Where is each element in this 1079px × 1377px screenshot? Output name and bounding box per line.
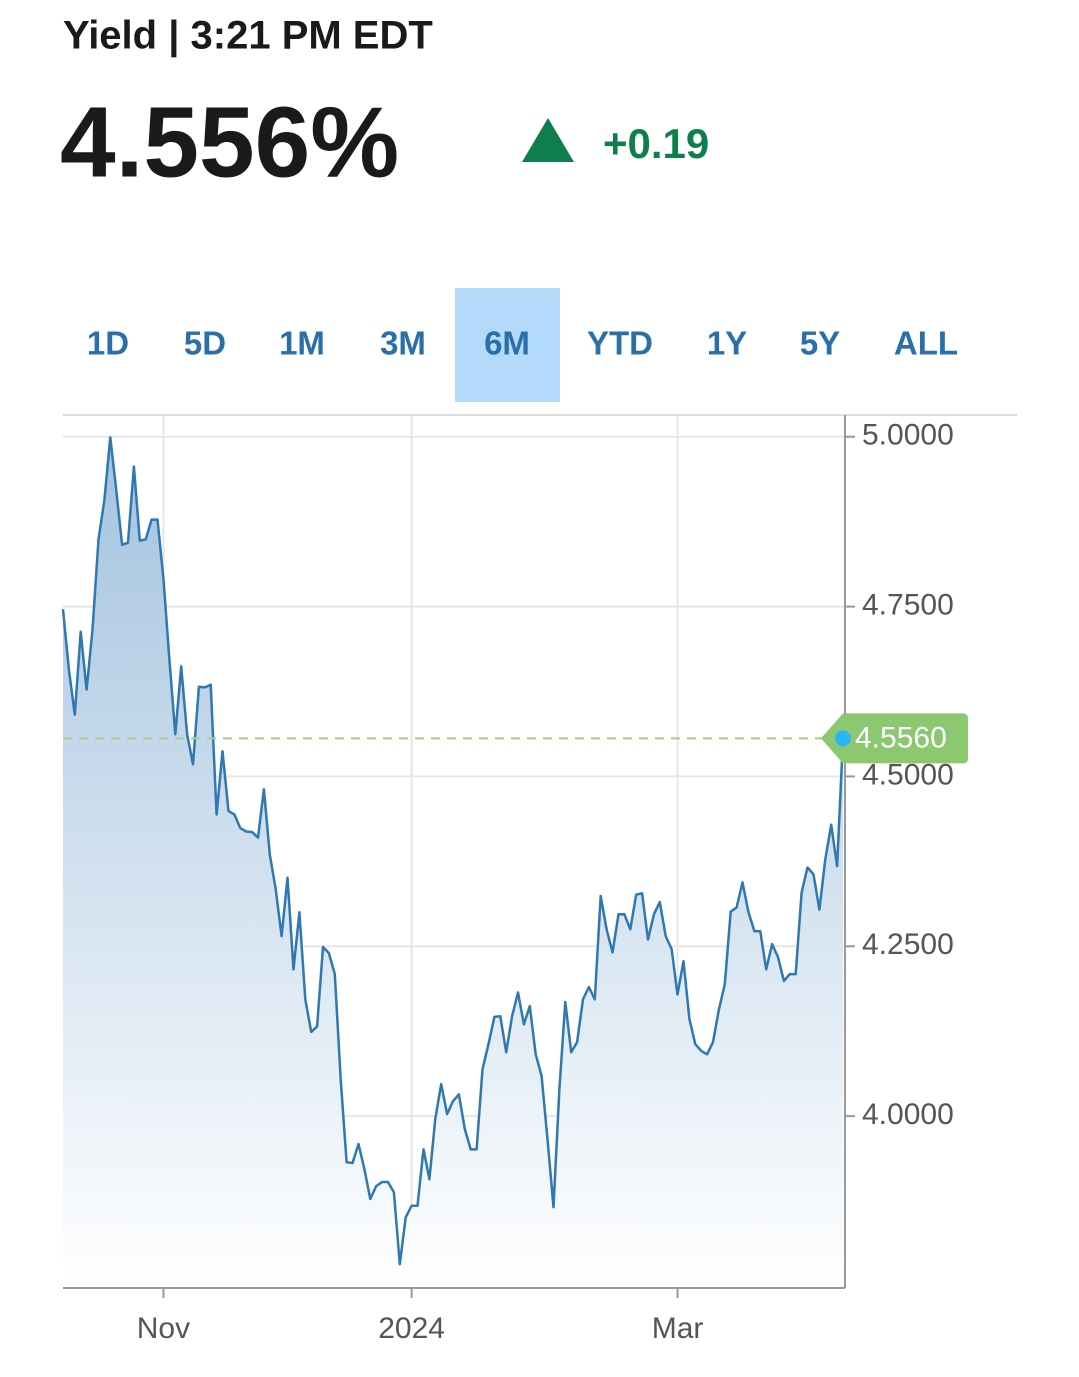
price: 4.556% — [60, 86, 399, 198]
range-tab[interactable]: ALL — [894, 325, 958, 362]
range-tab[interactable]: 6M — [484, 325, 530, 362]
x-tick-label: Nov — [137, 1312, 190, 1345]
range-tab[interactable]: 5Y — [800, 325, 840, 362]
range-tabs: 1D 5D 1M 3M 6M YTD 1Y 5Y ALL — [87, 288, 958, 402]
change: +0.19 — [603, 120, 709, 167]
x-tick-label: Mar — [652, 1312, 704, 1345]
y-tick-label: 4.5000 — [862, 758, 954, 791]
line — [61, 436, 845, 1266]
current-dot — [835, 730, 851, 747]
range-tab[interactable]: 1D — [87, 325, 129, 362]
x-tick-label: 2024 — [378, 1312, 445, 1345]
up-arrow — [522, 118, 574, 162]
y-tick-label: 4.2500 — [862, 928, 954, 961]
range-tab[interactable]: YTD — [587, 325, 653, 362]
header-title: Yield | 3:21 PM EDT — [63, 14, 433, 58]
y-tick-label: 4.0000 — [862, 1098, 954, 1131]
y-tick-label: 4.7500 — [862, 589, 954, 622]
chart: 4.0000 4.2500 4.5000 4.7500 5.0000 Nov 2024 Mar… — [61, 414, 1017, 1345]
range-tab[interactable]: 3M — [380, 325, 426, 362]
area — [63, 437, 843, 1288]
range-tab[interactable]: 1Y — [707, 325, 747, 362]
tab-selected-bg — [455, 288, 560, 402]
y-tick-label: 5.0000 — [862, 419, 954, 452]
range-tab[interactable]: 1M — [279, 325, 325, 362]
current-label: 4.5560 — [855, 721, 947, 754]
current-badge — [821, 713, 968, 764]
range-tab[interactable]: 5D — [184, 325, 226, 362]
